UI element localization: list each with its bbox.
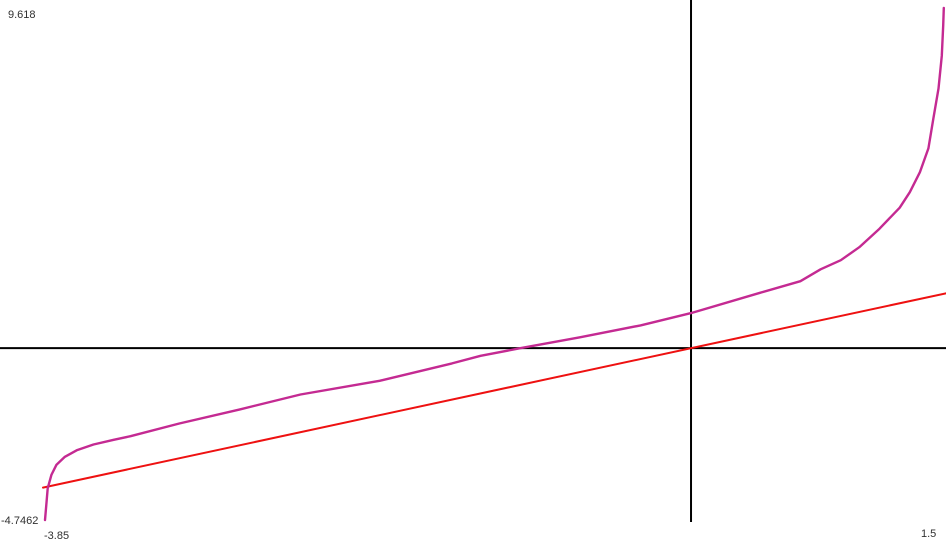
axis-label-x-min: -3.85 [44,530,70,542]
axis-label-x-max: 1.5 [921,528,937,540]
axis-label-y-min: -4.7462 [1,515,39,527]
series-magenta-curve [43,6,945,522]
series-red-straight-line [42,292,946,489]
axis-label-y-max: 9.618 [8,9,36,21]
